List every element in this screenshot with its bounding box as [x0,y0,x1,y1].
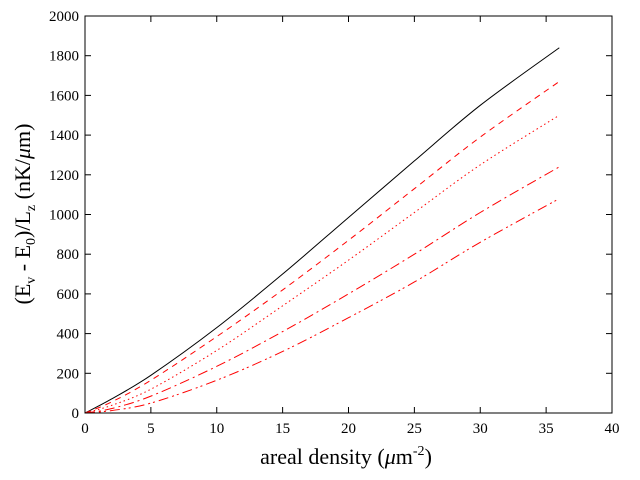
tick-layer: 0 5 10 15 20 25 30 35 40020040060080010001200140… [49,9,620,437]
y-tick-label: 1000 [49,208,79,224]
y-tick-label: 1200 [49,168,79,184]
x-tick-label: 5 [147,421,155,437]
plot-frame [84,15,613,414]
y-tick-label: 1600 [49,88,79,104]
series-line-dotted [84,114,560,414]
x-tick-label: 30 [473,421,488,437]
series-line-dash-dot-dot [84,198,560,414]
series-line-solid [84,47,560,414]
y-tick-label: 0 [72,406,80,422]
x-tick-label: 40 [605,421,620,437]
x-axis-label: areal density (μm-2) [260,444,432,469]
x-tick-label: 25 [407,421,422,437]
y-tick-label: 2000 [49,9,79,25]
x-tick-label: 15 [275,421,290,437]
series-line-dash-dot [84,166,560,414]
x-tick-label: 0 [81,421,89,437]
series-layer [84,47,560,414]
y-tick-label: 1800 [49,49,79,65]
series-line-dashed [84,81,560,414]
x-tick-label: 35 [539,421,554,437]
x-tick-label: 10 [209,421,224,437]
y-tick-label: 1400 [49,128,79,144]
y-tick-label: 800 [57,247,80,263]
y-axis-label: (Ev - E0)/Lz (nK/μm) [10,124,39,305]
y-tick-label: 600 [57,287,80,303]
x-tick-label: 20 [341,421,356,437]
y-tick-label: 200 [57,366,80,382]
y-tick-label: 400 [57,327,80,343]
